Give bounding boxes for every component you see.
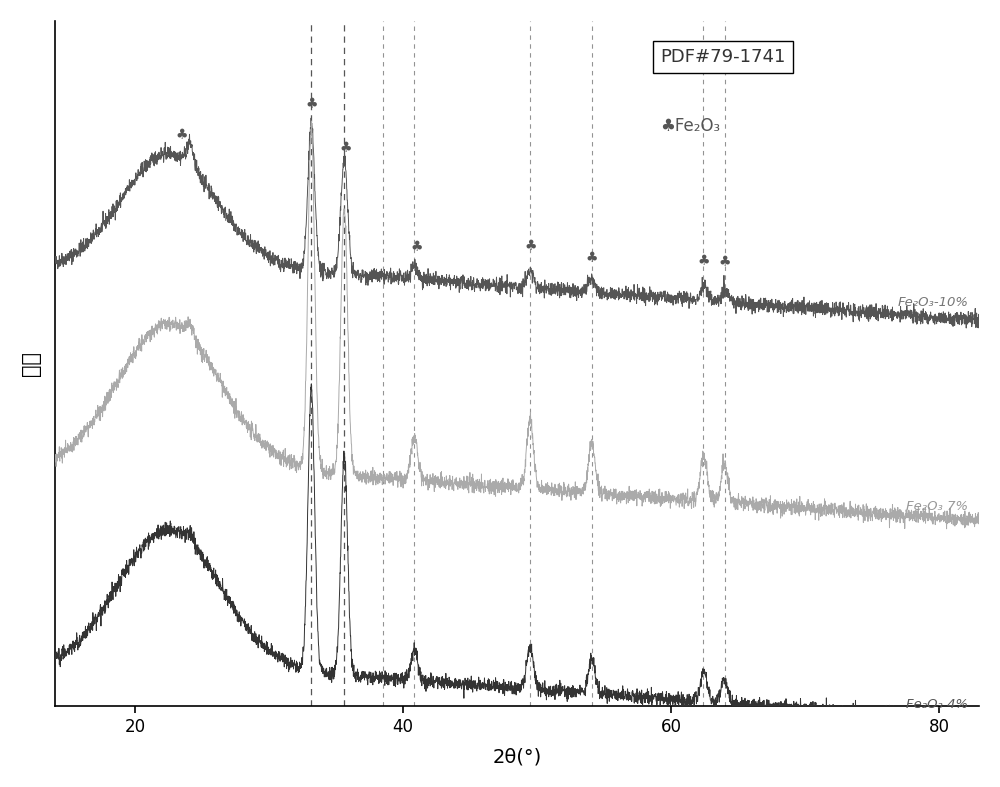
Text: Fe₂O₃-10%: Fe₂O₃-10% <box>897 296 968 309</box>
Text: ♣Fe₂O₃: ♣Fe₂O₃ <box>660 116 720 135</box>
Text: ♣: ♣ <box>410 240 423 253</box>
Text: ♣: ♣ <box>176 128 188 142</box>
Text: ♣: ♣ <box>339 141 352 155</box>
Text: ♣: ♣ <box>586 251 598 265</box>
Text: ♣: ♣ <box>524 239 537 253</box>
Text: ♣: ♣ <box>698 253 710 268</box>
Text: Fe₂O₃ 4%: Fe₂O₃ 4% <box>906 698 968 711</box>
Text: ♣: ♣ <box>305 97 318 111</box>
Y-axis label: 强度: 强度 <box>21 351 41 376</box>
X-axis label: 2θ(°): 2θ(°) <box>492 747 542 767</box>
Text: Fe₂O₃ 7%: Fe₂O₃ 7% <box>906 500 968 513</box>
Text: ♣: ♣ <box>718 255 731 268</box>
Text: PDF#79-1741: PDF#79-1741 <box>660 48 786 66</box>
